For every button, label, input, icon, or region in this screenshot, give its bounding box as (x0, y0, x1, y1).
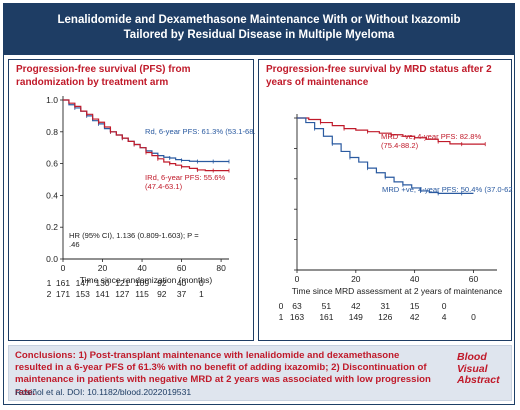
conclusion-1: Post-transplant maintenance with lenalid… (15, 350, 400, 374)
left-chart-panel: Progression-free survival (PFS) from ran… (8, 59, 255, 341)
left-chart-title: Progression-free survival (PFS) from ran… (16, 64, 191, 88)
x-tick-label: 40 (410, 274, 420, 284)
series-line-ird (63, 99, 229, 172)
risk-count: 31 (381, 301, 391, 311)
series-annotation-ird: IRd, 6-year PFS: 55.6% (47.4-63.1) (145, 173, 225, 191)
risk-count: 171 (56, 289, 70, 299)
risk-count: 147 (76, 278, 90, 288)
series-line-mrd-ve (297, 117, 474, 194)
x-axis-label: Time since MRD assessment at 2 years of … (292, 286, 503, 296)
risk-count: 153 (76, 289, 90, 299)
conclusions-footer: Conclusions: 1) Post-transplant maintena… (8, 345, 512, 401)
x-tick-label: 60 (469, 274, 479, 284)
risk-count: 0 (471, 312, 476, 322)
x-tick-label: 0 (295, 274, 300, 284)
risk-row-label: 1 (47, 278, 52, 288)
y-tick-label: 0.0 (46, 254, 58, 264)
risk-count: 141 (95, 289, 109, 299)
series-annotation-rd: Rd, 6-year PFS: 61.3% (53.1-68.4) (145, 127, 255, 136)
y-tick-label: 0.8 (46, 127, 58, 137)
y-tick-label: 0.6 (46, 159, 58, 169)
x-tick-label: 80 (216, 263, 226, 273)
risk-count: 42 (351, 301, 361, 311)
risk-count: 37 (177, 289, 187, 299)
right-chart-panel: Progression-free survival by MRD status … (258, 59, 513, 341)
series-annotation-mrd-ve: MRD +ve, 4-year PFS: 50.4% (37.0-62.4) (382, 185, 513, 194)
risk-row-label: 1 (279, 312, 284, 322)
logo-line-2: Visual (457, 362, 488, 375)
risk-count: 161 (319, 312, 333, 322)
risk-count: 109 (135, 278, 149, 288)
conclusions-label: Conclusions: (15, 350, 76, 361)
conclusion-number-2: 2) (331, 362, 340, 374)
y-tick-label: 1.0 (46, 95, 58, 105)
risk-count: 4 (442, 312, 447, 322)
risk-count: 163 (290, 312, 304, 322)
risk-count: 63 (292, 301, 302, 311)
risk-count: 115 (135, 289, 149, 299)
risk-row-label: 0 (279, 301, 284, 311)
logo-line-3: Abstract (457, 374, 500, 386)
risk-count: 42 (410, 312, 420, 322)
right-chart-title: Progression-free survival by MRD status … (266, 64, 492, 88)
header-banner: Lenalidomide and Dexamethasone Maintenan… (3, 3, 515, 55)
hazard-ratio-note: HR (95% CI), 1.136 (0.809-1.603); P = .46 (69, 231, 199, 249)
x-tick-label: 40 (137, 263, 147, 273)
risk-count: 126 (378, 312, 392, 322)
conclusion-number-1: 1) (78, 350, 87, 361)
y-tick-label: 0.2 (46, 222, 58, 232)
header-title-line1: Lenalidomide and Dexamethasone Maintenan… (57, 14, 461, 26)
risk-count: 51 (322, 301, 332, 311)
series-annotation-mrd-ve: MRD −ve, 4-year PFS: 82.8% (75.4-88.2) (381, 132, 481, 150)
risk-count: 161 (56, 278, 70, 288)
logo-line-1: Blood (457, 351, 487, 363)
header-title-line2: Tailored by Residual Disease in Multiple… (123, 29, 395, 41)
risk-count: 0 (199, 278, 204, 288)
risk-count: 149 (349, 312, 363, 322)
x-tick-label: 20 (351, 274, 361, 284)
risk-count: 130 (95, 278, 109, 288)
risk-count: 15 (410, 301, 420, 311)
x-tick-label: 60 (177, 263, 187, 273)
risk-row-label: 2 (47, 289, 52, 299)
x-tick-label: 0 (61, 263, 66, 273)
x-tick-label: 20 (98, 263, 108, 273)
risk-count: 127 (115, 289, 129, 299)
risk-count: 40 (177, 278, 187, 288)
y-tick-label: 0.4 (46, 190, 58, 200)
conclusions-text: Conclusions: 1) Post-transplant maintena… (15, 350, 435, 399)
x-axis-label: Time since randomization (months) (80, 275, 213, 285)
risk-count: 0 (442, 301, 447, 311)
conclusion-2: Discontinuation of maintenance in patien… (15, 362, 431, 398)
risk-count: 1 (199, 289, 204, 299)
blood-visual-abstract-logo: Blood Visual Abstract (457, 351, 503, 387)
risk-count: 92 (157, 278, 167, 288)
citation: Rosiñol et al. DOI: 10.1182/blood.202201… (15, 387, 192, 397)
risk-count: 121 (115, 278, 129, 288)
risk-count: 92 (157, 289, 167, 299)
